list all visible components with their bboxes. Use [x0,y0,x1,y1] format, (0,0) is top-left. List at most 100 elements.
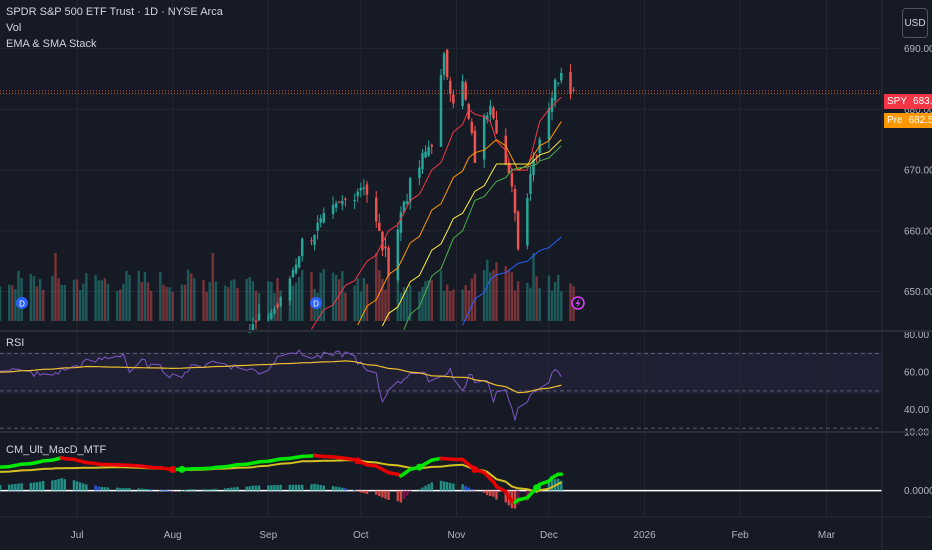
svg-text:D: D [313,300,319,309]
volume-bar [180,284,184,321]
svg-text:D: D [19,300,25,309]
candle-body [319,218,322,223]
candle-body [313,234,316,245]
volume-bar [168,287,171,321]
macd-histogram-bar [78,482,82,491]
volume-bar [486,259,489,321]
rsi-pane[interactable] [0,349,882,429]
moving-average-line [403,145,562,330]
volume-bar [72,279,76,321]
macd-histogram-bar [29,482,33,491]
macd-histogram-bar [183,490,187,492]
macd-histogram-bar [100,486,104,491]
macd-histogram-bar [486,490,489,496]
volume-bar [445,284,449,321]
macd-histogram-bar [162,489,165,491]
macd-histogram-bar [11,484,14,491]
volume-bar [532,253,535,321]
volume-bar [375,253,378,321]
indicator-vol[interactable]: Vol [6,22,22,34]
macd-cross-dot [169,466,177,474]
candle-body [267,317,270,319]
macd-histogram-bar [245,486,248,491]
macd-histogram-bar [341,487,344,491]
volume-bar [14,289,17,321]
macd-histogram-bar [337,487,341,491]
macd-histogram-bar [421,487,424,491]
volume-bar [186,269,190,321]
volume-bar [319,272,322,321]
macd-histogram-bar [365,490,369,495]
volume-bar [288,290,292,321]
rsi-pane-label[interactable]: RSI [6,337,25,349]
candle-body [378,222,381,232]
macd-histogram-bar [32,482,36,491]
macd-histogram-bar [319,484,322,491]
macd-histogram-bar [226,488,230,491]
volume-bar [189,273,193,321]
candle-body [381,231,384,251]
macd-histogram-bar [57,478,60,491]
volume-bar [11,285,14,321]
earnings-flash-icon[interactable] [571,296,585,310]
time-axis-label: 2026 [633,530,656,541]
candle-body [334,202,338,208]
candle-body [300,238,304,257]
dividend-marker-jun[interactable]: D [16,297,28,309]
currency-button[interactable]: USD [902,8,928,38]
dividend-marker-sep[interactable]: D [310,297,322,309]
event-markers[interactable]: D D [16,296,585,310]
symbol-title[interactable]: SPDR S&P 500 ETF Trust · 1D · NYSE Arca [6,6,223,18]
macd-histogram-bar [359,490,363,493]
macd-histogram-bar [279,484,282,491]
macd-cross-dot [178,465,186,473]
volume-bar [526,282,529,321]
candle-body [310,240,313,242]
last-price-symbol: SPY [884,94,911,109]
volume-bar [381,278,384,321]
volume-bar [569,283,572,321]
candle-body [513,189,517,213]
macd-histogram-bar [51,480,54,491]
macd-histogram-bar [396,490,400,502]
price-axis-label: 670.00 [904,166,932,177]
volume-bar [297,276,301,321]
macd-histogram-bar [322,485,326,491]
macd-histogram-bar [137,488,141,491]
volume-bar [214,281,218,321]
volume-bar [504,266,507,321]
macd-histogram-bar [82,483,85,491]
volume-bar [510,272,514,321]
volume-bar [230,280,233,321]
volume-bar [439,270,443,321]
volume-bar [387,276,390,321]
macd-pane-label[interactable]: CM_Ult_MacD_MTF [6,444,107,456]
volume-bar [461,289,464,321]
macd-histogram-bar [85,484,88,491]
price-pane[interactable] [0,48,882,333]
time-axis-label: Oct [353,530,369,541]
candle-body [526,197,529,246]
macd-histogram-bar [276,484,279,491]
volume-bar [334,274,338,321]
volume-bar [159,271,162,321]
rsi-axis-label: 60.00 [904,368,929,379]
volume-bar [202,280,205,321]
volume-bar [495,262,498,321]
macd-histogram-bar [146,489,150,491]
moving-average-line [357,121,562,326]
volume-bar [97,280,100,321]
macd-histogram-bar [205,489,208,491]
volume-bar [226,287,230,321]
macd-histogram-bar [430,482,433,491]
volume-bar [78,290,82,321]
volume-bar [276,278,279,321]
volume-bar [85,273,88,321]
macd-histogram-bar [214,488,218,491]
macd-pane[interactable] [0,453,882,509]
candle-body [535,155,538,157]
volume-bar [408,285,412,321]
indicator-ema-sma[interactable]: EMA & SMA Stack [6,38,97,50]
volume-bar [270,281,273,321]
